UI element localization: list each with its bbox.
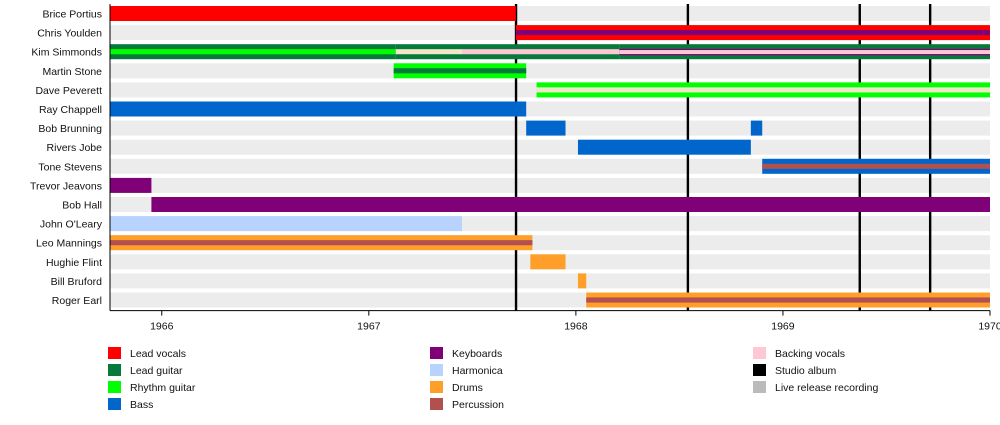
- row-background: [110, 63, 990, 79]
- bar-inner-percussion: [586, 297, 990, 303]
- legend-label: Drums: [452, 382, 483, 394]
- row-background: [110, 177, 990, 193]
- legend-swatch-bass: [108, 398, 121, 410]
- bar-bass: [110, 101, 527, 117]
- studio-album-line: [858, 4, 861, 311]
- member-label: Trevor Jeavons: [30, 180, 102, 192]
- legend-swatch-studio-album: [753, 364, 766, 376]
- legend-label: Live release recording: [775, 382, 878, 394]
- bar-inner-beige: [536, 87, 990, 93]
- member-label: Ray Chappell: [39, 104, 102, 116]
- legend-label: Backing vocals: [775, 348, 845, 360]
- row-background: [110, 139, 990, 155]
- bar-harmonica: [110, 216, 462, 232]
- bar-bass: [526, 120, 566, 136]
- x-tick-label: 1970: [978, 321, 1000, 333]
- legend-swatch-lead-vocals: [108, 347, 121, 359]
- bar-drums: [577, 273, 587, 289]
- legend-label: Keyboards: [452, 348, 502, 360]
- legend-swatch-harmonica: [430, 364, 443, 376]
- legend-swatch-backing-vocals: [753, 347, 766, 359]
- x-axis: 1966 1967 1968 1969 1970: [109, 4, 1000, 333]
- bar-inner-backing-vocals: [619, 49, 990, 55]
- studio-album-line: [686, 4, 690, 311]
- member-label: John O'Leary: [40, 219, 103, 231]
- x-tick-label: 1966: [150, 321, 174, 333]
- bar-inner-rhythm-guitar: [110, 49, 396, 55]
- bar-keyboards: [110, 177, 152, 193]
- bar-lead-vocals: [110, 6, 516, 21]
- bar-drums: [530, 254, 566, 270]
- x-tick-label: 1969: [771, 321, 795, 333]
- member-label: Bob Hall: [62, 200, 102, 212]
- studio-album-lines: [514, 4, 932, 311]
- member-label: Dave Peverett: [35, 85, 102, 97]
- studio-album-line: [514, 4, 518, 311]
- bar-keyboards: [151, 197, 991, 212]
- member-label: Kim Simmonds: [31, 47, 102, 59]
- legend-label: Percussion: [452, 399, 504, 411]
- bar-bass: [750, 120, 763, 136]
- bar-bass: [577, 139, 751, 155]
- x-tick-label: 1967: [357, 321, 381, 333]
- member-label: Bill Bruford: [51, 276, 103, 288]
- member-labels: Brice Portius Chris Youlden Kim Simmonds Ma…: [30, 9, 103, 308]
- bar-inner-percussion: [762, 163, 990, 169]
- bar-line-keyboards: [619, 54, 990, 56]
- bar-inner-beige: [395, 49, 462, 55]
- legend-label: Harmonica: [452, 365, 503, 377]
- legend-swatch-keyboards: [430, 347, 443, 359]
- member-label: Tone Stevens: [38, 161, 102, 173]
- legend-label: Lead guitar: [130, 365, 183, 377]
- x-tick-label: 1968: [564, 321, 588, 333]
- legend-swatch-drums: [430, 381, 443, 393]
- member-label: Bob Brunning: [38, 123, 102, 135]
- member-label: Hughie Flint: [46, 257, 102, 269]
- legend: Lead vocals Lead guitar Rhythm guitar Bass K…: [108, 347, 878, 411]
- legend-swatch-lead-guitar: [108, 364, 121, 376]
- bar-line-keyboards: [619, 48, 990, 51]
- member-label: Leo Mannings: [36, 238, 102, 250]
- member-bars: [110, 6, 991, 308]
- member-label: Martin Stone: [42, 66, 102, 78]
- studio-album-line: [928, 4, 932, 311]
- legend-label: Studio album: [775, 365, 837, 377]
- legend-label: Bass: [130, 399, 153, 411]
- member-label: Roger Earl: [52, 295, 102, 307]
- member-label: Rivers Jobe: [47, 142, 103, 154]
- legend-label: Rhythm guitar: [130, 382, 196, 394]
- legend-swatch-live-release: [753, 381, 766, 393]
- bar-inner-keyboards: [515, 30, 990, 36]
- bar-inner-percussion: [110, 240, 533, 246]
- legend-label: Lead vocals: [130, 348, 186, 360]
- member-label: Chris Youlden: [37, 28, 102, 40]
- bar-inner-backing-vocals: [462, 49, 620, 55]
- legend-swatch-percussion: [430, 398, 443, 410]
- legend-swatch-rhythm-guitar: [108, 381, 121, 393]
- row-background: [110, 273, 990, 289]
- bar-inner-lead-guitar: [393, 68, 527, 74]
- member-label: Brice Portius: [42, 9, 102, 21]
